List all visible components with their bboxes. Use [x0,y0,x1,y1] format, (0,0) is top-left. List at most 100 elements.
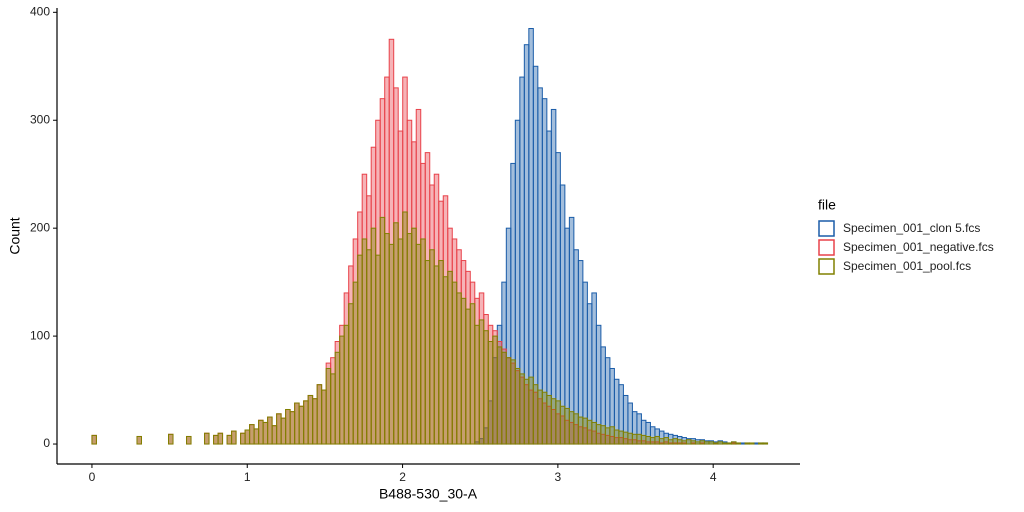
histogram-bar [330,373,336,445]
histogram-bar [271,425,278,445]
histogram-bar [523,378,530,445]
histogram-bar [253,428,260,445]
histogram-bar [375,254,381,445]
histogram-bar [388,243,395,445]
histogram-bar [393,222,399,445]
histogram-bar [352,281,359,445]
y-tick-label: 200 [30,220,50,234]
histogram-bar [510,359,516,445]
histogram-bar [604,427,611,445]
histogram-bar [582,417,588,445]
histogram-bar [649,437,656,445]
histogram-bar [442,276,449,445]
histogram-bar [753,442,760,445]
histogram-bar [474,324,480,445]
histogram-bar [577,260,584,445]
histogram-bar [303,400,309,445]
histogram-bar [424,260,431,445]
histogram-bar [740,442,746,445]
x-tick-label: 2 [399,470,406,484]
histogram-bar [519,373,525,445]
histogram-bar [321,389,327,445]
x-tick-label: 1 [244,470,251,484]
histogram-bar [276,413,282,445]
histogram-bar [204,432,210,445]
histogram-bar [528,376,534,445]
histogram-bar [712,442,719,445]
histogram-bar [550,398,557,445]
histogram-bar [384,233,390,445]
legend-key [818,220,835,237]
histogram-bar [397,238,404,445]
histogram-bar [361,238,368,445]
legend-label: Specimen_001_pool.fcs [843,259,971,273]
histogram-bar [722,442,728,445]
histogram-bar [366,249,372,445]
histogram-bar [334,351,341,445]
histogram-bar [505,357,512,445]
histogram-bar [411,227,417,445]
histogram-bar [586,419,593,445]
histogram-bar [406,233,413,445]
histogram-bar [213,434,219,445]
histogram-bar [694,441,701,445]
histogram-bar [568,216,575,445]
histogram-bar [762,442,769,445]
histogram-bar [136,435,142,445]
histogram-bar [631,433,638,445]
histogram-bar [613,429,620,445]
histogram-bar [312,398,318,445]
histogram-bar [456,292,462,445]
y-tick-label: 300 [30,112,50,126]
histogram-bar [546,394,552,445]
histogram-bar [532,384,539,445]
histogram-bar [501,351,507,445]
y-tick-label: 100 [30,328,50,342]
histogram-bar [231,430,237,445]
legend-label: Specimen_001_clon 5.fcs [843,221,980,235]
histogram-bar [577,416,584,445]
histogram-bar [294,402,300,445]
histogram-bar [618,430,624,445]
histogram-bar [663,437,669,445]
histogram-bar [289,411,296,445]
histogram-bar [343,324,350,445]
histogram-bar [370,227,377,445]
histogram-bar [168,433,174,445]
histogram-bar [514,367,521,445]
histogram-bar [483,330,489,445]
histogram-bar [460,297,467,445]
histogram-bar [348,303,354,445]
histogram-bar [744,442,751,445]
histogram-bar [285,408,291,445]
y-tick-label: 400 [30,4,50,18]
histogram-bar [622,431,629,445]
histogram-bar [451,281,458,445]
histogram-bar [735,442,742,445]
histogram-bar [537,389,543,445]
histogram-bar [749,442,755,445]
y-axis-title: Count [7,217,23,254]
histogram-bar [357,254,363,445]
histogram-bar [550,108,557,445]
y-tick-label: 0 [43,436,50,450]
histogram-bar [690,440,696,445]
histogram-bar [244,429,251,445]
histogram-bar [316,384,323,445]
plot-marks [91,28,769,445]
histogram-bar [555,400,561,445]
histogram-bar [667,439,674,445]
histogram-bar [469,303,476,445]
histogram-bar [645,435,651,445]
histogram-bar [433,265,440,445]
histogram-bar [478,319,485,445]
histogram-bar [240,432,246,445]
histogram-bar [568,411,575,445]
histogram-bar [591,292,597,445]
x-tick-label: 4 [710,470,717,484]
legend-label: Specimen_001_negative.fcs [843,240,994,254]
histogram-bar [487,341,494,445]
histogram-bar [325,367,332,445]
histogram-bar [731,441,737,445]
